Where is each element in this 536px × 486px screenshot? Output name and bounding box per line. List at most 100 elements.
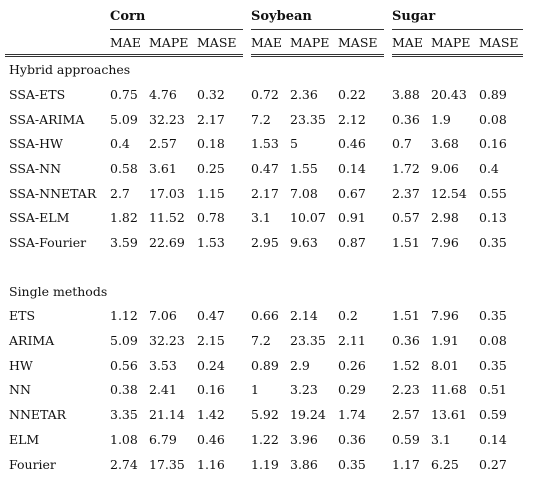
column-gap: [243, 82, 251, 107]
metric-value: 0.51: [479, 382, 507, 398]
column-gap: [243, 378, 251, 403]
column-gap: [243, 402, 251, 427]
metric-value: 3.68: [431, 136, 459, 152]
metric-value: 0.66: [251, 308, 279, 324]
metric-value: 0.35: [338, 456, 366, 472]
table-row: SSA-NN 0.58 3.61 0.25 0.47 1.55 0.14 1.72 9.06 0.…: [5, 156, 523, 181]
metric-value: 1.55: [290, 160, 318, 176]
metric-value: 0.35: [479, 235, 507, 251]
metric-value: 2.7: [110, 185, 130, 201]
metric-value: 2.36: [290, 86, 318, 102]
column-gap: [384, 181, 392, 206]
metric-value: 1.08: [110, 431, 138, 447]
metric-value: 2.74: [110, 456, 138, 472]
metric-value: 0.08: [479, 111, 507, 127]
table-row: SSA-ETS 0.75 4.76 0.32 0.72 2.36 0.22 3.88 20.43…: [5, 82, 523, 107]
table-row: SSA-Fourier 3.59 22.69 1.53 2.95 9.63 0.87 1.51…: [5, 230, 523, 255]
metric-value: 0.89: [251, 357, 279, 373]
metric-value: 0.38: [110, 382, 138, 398]
section-title: Hybrid approaches: [9, 62, 131, 78]
metric-value: 0.36: [392, 111, 420, 127]
column-gap: [243, 156, 251, 181]
header-gap: [243, 29, 251, 56]
metric-value: 11.52: [149, 210, 185, 226]
column-gap: [384, 378, 392, 403]
metric-value: 2.17: [251, 185, 279, 201]
method-name: ARIMA: [9, 333, 55, 349]
metric-value: 1.52: [392, 357, 420, 373]
metric-value: 3.86: [290, 456, 318, 472]
method-name: Fourier: [9, 456, 56, 472]
metric-value: 0.36: [392, 333, 420, 349]
metric-value: 2.9: [290, 357, 310, 373]
metric-value: 2.17: [197, 111, 225, 127]
metric-value: 3.53: [149, 357, 177, 373]
metric-header: MAPE: [290, 29, 338, 58]
metric-value: 0.16: [479, 136, 507, 152]
metric-value: 1.53: [197, 235, 225, 251]
table-row: SSA-NNETAR 2.7 17.03 1.15 2.17 7.08 0.67 2.37 12…: [5, 181, 523, 206]
metric-value: 0.25: [197, 160, 225, 176]
metric-value: 3.23: [290, 382, 318, 398]
metric-value: 9.63: [290, 235, 318, 251]
metric-value: 10.07: [290, 210, 326, 226]
metric-value: 11.68: [431, 382, 467, 398]
metric-value: 0.14: [338, 160, 366, 176]
metric-value: 1.53: [251, 136, 279, 152]
metric-value: 0.08: [479, 333, 507, 349]
header-gap: [243, 4, 251, 29]
metric-value: 0.72: [251, 86, 279, 102]
metric-value: 5: [290, 136, 298, 152]
method-name: HW: [9, 357, 33, 373]
metric-value: 22.69: [149, 235, 185, 251]
metric-value: 0.24: [197, 357, 225, 373]
metric-value: 0.26: [338, 357, 366, 373]
metric-value: 0.36: [338, 431, 366, 447]
column-gap: [384, 304, 392, 329]
method-name: ETS: [9, 308, 36, 324]
table-row: SSA-ARIMA 5.09 32.23 2.17 7.2 23.35 2.12 0.36 1.…: [5, 107, 523, 132]
metric-value: 0.35: [479, 357, 507, 373]
metric-value: 1.91: [431, 333, 459, 349]
metric-value: 0.13: [479, 210, 507, 226]
metric-value: 0.32: [197, 86, 225, 102]
group-header-row: Corn Soybean Sugar: [5, 4, 523, 30]
metric-value: 2.57: [149, 136, 177, 152]
metric-header: MAE: [392, 29, 431, 58]
metric-value: 1.17: [392, 456, 420, 472]
metric-value: 3.96: [290, 431, 318, 447]
metric-value: 0.27: [479, 456, 507, 472]
metric-value: 23.35: [290, 333, 326, 349]
metric-value: 6.25: [431, 456, 459, 472]
metric-value: 32.23: [149, 333, 185, 349]
metric-header: MAPE: [431, 29, 479, 58]
metric-value: 1.51: [392, 308, 420, 324]
metric-value: 0.35: [479, 308, 507, 324]
metric-value: 7.96: [431, 308, 459, 324]
group-header-soybean: Soybean: [251, 4, 384, 30]
metric-header: MASE: [197, 29, 243, 58]
column-gap: [384, 427, 392, 452]
column-gap: [243, 230, 251, 255]
metric-value: 32.23: [149, 111, 185, 127]
method-name: SSA-NNETAR: [9, 185, 97, 201]
metric-value: 21.14: [149, 407, 185, 423]
column-gap: [243, 427, 251, 452]
metric-value: 2.11: [338, 333, 366, 349]
metric-value: 2.23: [392, 382, 420, 398]
metric-value: 0.16: [197, 382, 225, 398]
metric-value: 0.46: [197, 431, 225, 447]
metric-value: 6.79: [149, 431, 177, 447]
metric-value: 7.2: [251, 333, 271, 349]
metric-value: 1.82: [110, 210, 138, 226]
results-table: Corn Soybean Sugar MAE MAPE MASE MAE MAP…: [5, 4, 523, 476]
metric-value: 2.41: [149, 382, 177, 398]
metric-header: MASE: [479, 29, 523, 58]
metric-value: 0.2: [338, 308, 358, 324]
metric-value: 5.09: [110, 111, 138, 127]
metric-value: 0.75: [110, 86, 138, 102]
method-name: SSA-Fourier: [9, 235, 87, 251]
metric-value: 0.59: [479, 407, 507, 423]
metric-value: 1: [251, 382, 259, 398]
